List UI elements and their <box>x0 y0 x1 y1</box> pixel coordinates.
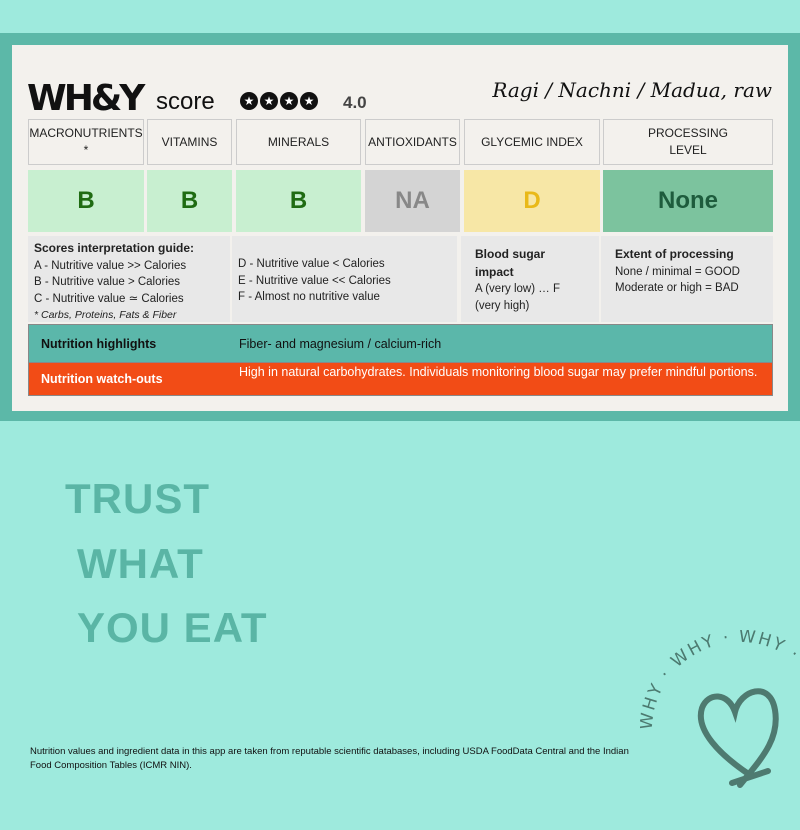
gi-title: Blood sugar impact <box>475 247 546 279</box>
highlights-value: Fiber- and magnesium / calcium-rich <box>239 337 442 351</box>
column-header: MACRONUTRIENTS * <box>28 119 144 165</box>
highlights-label: Nutrition highlights <box>41 337 157 351</box>
data-source-footer: Nutrition values and ingredient data in … <box>30 746 629 771</box>
guide-processing: Extent of processing None / minimal = GO… <box>601 236 773 322</box>
tagline-what: WHAT <box>77 540 204 587</box>
column-header: ANTIOXIDANTS <box>365 119 460 165</box>
star-rating: ★ ★ ★ ★ <box>240 92 318 110</box>
grade-badge: B <box>147 170 232 232</box>
guide-b: B - Nutritive value > Calories <box>34 276 181 288</box>
guide-f: F - Almost no nutritive value <box>238 291 380 303</box>
watchouts-label: Nutrition watch-outs <box>41 372 163 386</box>
guide-gi: Blood sugar impact A (very low) … F (ver… <box>461 236 599 322</box>
star-icon: ★ <box>260 92 278 110</box>
guide-c: C - Nutritive value ≃ Calories <box>34 292 184 305</box>
proc-good: None / minimal = GOOD <box>615 265 740 278</box>
star-icon: ★ <box>280 92 298 110</box>
tagline-you-eat: YOU EAT <box>77 604 268 651</box>
grade-badge: B <box>28 170 144 232</box>
guide-d: D - Nutritive value < Calories <box>238 258 385 270</box>
column-header: GLYCEMIC INDEX <box>464 119 600 165</box>
star-icon: ★ <box>240 92 258 110</box>
guide-note: * Carbs, Proteins, Fats & Fiber <box>34 309 177 321</box>
column-header: MINERALS <box>236 119 361 165</box>
why-logo: WH&Y <box>27 78 145 119</box>
guide-title: Scores interpretation guide: <box>34 241 195 255</box>
heart-icon <box>697 688 779 788</box>
gi-text: A (very low) … F (very high) <box>475 283 560 312</box>
guide-a: A - Nutritive value >> Calories <box>34 259 187 272</box>
grade-badge: D <box>464 170 600 232</box>
food-name: Ragi / Nachni / Madua, raw <box>492 78 772 102</box>
score-label: score <box>156 88 215 115</box>
star-icon: ★ <box>300 92 318 110</box>
why-heart-badge: WHY · WHY · WHY · WHY · <box>640 630 800 788</box>
nutrition-highlights: Nutrition highlights Fiber- and magnesiu… <box>28 324 773 364</box>
grade-badge: NA <box>365 170 460 232</box>
guide-def: D - Nutritive value < Calories E - Nutri… <box>232 236 457 322</box>
grade-badge: B <box>236 170 361 232</box>
column-header: PROCESSING LEVEL <box>603 119 773 165</box>
nutrition-watchouts: Nutrition watch-outs High in natural car… <box>28 362 773 396</box>
score-value: 4.0 <box>343 93 367 112</box>
grade-badge: None <box>603 170 773 232</box>
proc-bad: Moderate or high = BAD <box>615 282 739 294</box>
column-header: VITAMINS <box>147 119 232 165</box>
proc-title: Extent of processing <box>615 247 734 261</box>
tagline-trust: TRUST <box>65 475 210 522</box>
guide-e: E - Nutritive value << Calories <box>238 274 391 287</box>
guide-abc: Scores interpretation guide: A - Nutriti… <box>28 236 230 322</box>
watchouts-value: High in natural carbohydrates. Individua… <box>239 365 758 379</box>
